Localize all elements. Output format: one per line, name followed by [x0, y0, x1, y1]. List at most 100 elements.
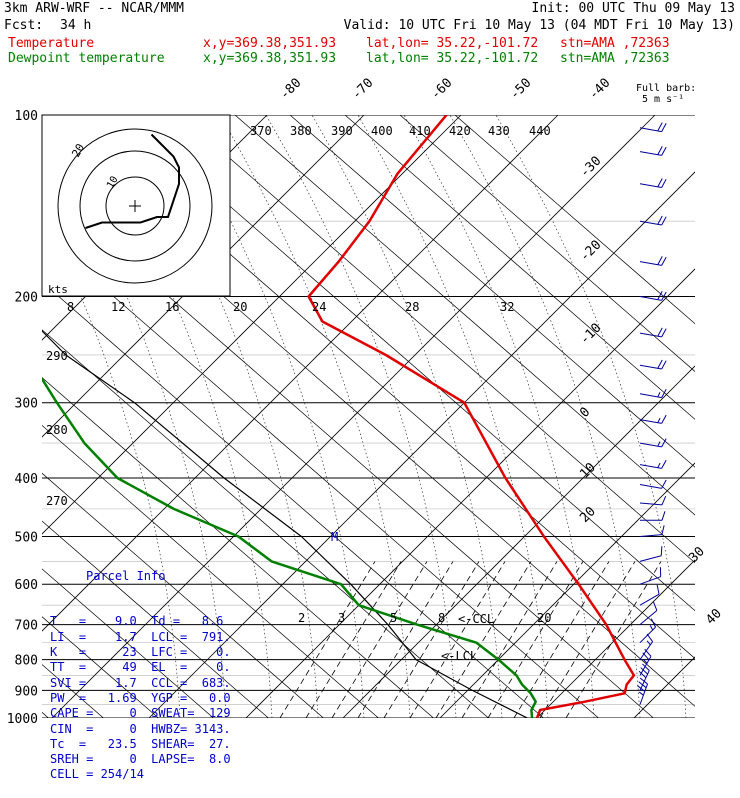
wind-barb — [638, 663, 650, 691]
moist-adiabat — [403, 115, 595, 718]
moist-adiabat — [495, 115, 687, 718]
isotherm — [439, 462, 695, 718]
parcel-info-rows: T = 9.0 Td = 8.6 LI = 1.7 LCL = 791. K = 2… — [44, 614, 234, 782]
theta-label: 410 — [409, 124, 431, 138]
isotherm-label: 40 — [703, 606, 725, 628]
moist-adiabat — [449, 115, 641, 718]
wind-barb-half — [643, 659, 648, 664]
dry-adiabat — [42, 616, 159, 718]
theta-label: 440 — [529, 124, 551, 138]
ccl-marker: <-CCL — [458, 612, 494, 626]
temperature-curve — [307, 115, 636, 718]
moist-adiabat — [311, 115, 503, 718]
skewt-chart: 20 10 100 200 300 400 500 600 700 800 900 1000 -80 -… — [7, 76, 725, 727]
mixing-ratio-line — [461, 561, 558, 718]
wind-barb-flag — [656, 584, 660, 595]
hodograph-trace — [85, 133, 180, 229]
mixing-ratio-line — [409, 561, 506, 718]
pressure-tick-label: 500 — [15, 530, 38, 545]
parcel-info-row: Tc = 23.5 SHEAR= 27. — [50, 736, 231, 751]
wind-barb-staff — [639, 502, 662, 506]
wind-barb-flag — [661, 459, 667, 469]
theta-label: 380 — [290, 124, 312, 138]
moist-adiabat — [265, 115, 457, 718]
mixing-ratio-line — [487, 561, 584, 718]
hodograph-speed-label: 16 — [165, 300, 179, 314]
wind-barb-half — [649, 625, 654, 631]
hodograph-ring — [105, 176, 165, 236]
wind-barb-flag — [661, 256, 667, 266]
parcel-info-row: CIN = 0 HWBZ= 3143. — [50, 721, 231, 736]
isotherm — [42, 115, 365, 438]
wind-barb — [639, 146, 667, 156]
mixing-ratio-label: 5 — [390, 611, 397, 625]
wind-barb-half — [646, 640, 651, 646]
dry-adiabat — [454, 115, 695, 325]
wind-barb — [639, 327, 667, 338]
wind-barb-flag — [657, 291, 663, 300]
dewpoint-curve — [42, 376, 537, 718]
hodograph-ring — [79, 150, 191, 262]
parcel-ascent-curve — [42, 330, 528, 718]
wind-barb — [639, 389, 667, 399]
isotherm — [536, 559, 695, 718]
hodograph-ring-label: 20 — [69, 142, 87, 160]
moist-adiabat — [357, 115, 549, 718]
legend-dewpoint-xy: x,y=369.38,351.93 — [203, 51, 337, 66]
isotherm — [42, 115, 462, 535]
dry-adiabat — [399, 115, 695, 372]
mixing-ratio-line — [279, 561, 376, 718]
wind-barb-flag — [661, 389, 667, 398]
wind-barb — [639, 178, 667, 189]
dry-adiabat — [42, 233, 599, 718]
hodograph-ring — [57, 128, 213, 284]
parcel-info-row: LI = 1.7 LCL = 791. — [50, 629, 231, 644]
wind-barb-staff — [639, 610, 658, 625]
wind-barb-half — [638, 691, 644, 696]
wind-barb-flag — [657, 146, 663, 155]
parcel-info-row: PW = 1.69 YGP = 0.0 — [50, 690, 231, 705]
mixing-ratio-label: 3 — [338, 611, 345, 625]
isotherm-label: -80 — [277, 76, 304, 103]
wind-barb-staff — [639, 555, 662, 562]
wind-barb — [639, 122, 667, 133]
mixing-ratio-line — [539, 561, 636, 718]
pressure-tick-label: 900 — [15, 684, 38, 699]
hodograph-speed-label: 8 — [67, 300, 74, 314]
pressure-tick-label: 100 — [15, 109, 38, 124]
legend-dewpoint-label: Dewpoint temperature — [8, 51, 165, 66]
wind-barb-flag — [657, 215, 663, 225]
legend-dewpoint-latlon: lat,lon= 35.22,-101.72 — [366, 51, 539, 66]
dry-adiabat — [42, 329, 489, 718]
mixing-ratio-line — [305, 561, 402, 718]
legend-temperature-latlon: lat,lon= 35.22,-101.72 — [366, 36, 539, 51]
hodograph-ring-label: 10 — [105, 175, 121, 191]
hodograph-speed-label: 32 — [500, 300, 514, 314]
parcel-info-row: SREH = 0 LAPSE= 8.0 — [50, 752, 231, 767]
dry-adiabat — [234, 115, 695, 516]
wind-barb — [640, 511, 666, 521]
wind-barb-flag — [661, 123, 667, 132]
wind-barb-flag — [644, 648, 652, 657]
model-title: 3km ARW-WRF -- NCAR/MMM — [4, 1, 185, 16]
parcel-info-row: K = 23 LFC = 0. — [50, 645, 231, 660]
isotherm-label: -70 — [349, 76, 376, 103]
wind-barb-flag — [659, 567, 662, 577]
hodograph-speed-label: 24 — [312, 300, 326, 314]
theta-label: 400 — [371, 124, 393, 138]
parcel-info-row: T = 9.0 Td = 8.6 — [50, 614, 224, 629]
lcl-marker: <-LCL — [441, 649, 477, 663]
wind-barb-flag — [661, 146, 667, 156]
isotherm — [245, 268, 695, 718]
hodograph-axis-label: kts — [48, 283, 68, 296]
wind-barb-flag — [661, 511, 666, 521]
isotherm-label: -40 — [586, 76, 613, 103]
pressure-tick-label: 700 — [15, 619, 38, 634]
wind-barb-flag — [657, 327, 663, 337]
parcel-marker: M — [331, 530, 338, 544]
dry-adiabat — [42, 281, 544, 718]
mixing-ratio-label: 2 — [298, 611, 305, 625]
theta-side-label: 280 — [46, 423, 68, 437]
legend-temperature-label: Temperature — [8, 36, 95, 51]
wind-barb-staff — [639, 484, 662, 489]
